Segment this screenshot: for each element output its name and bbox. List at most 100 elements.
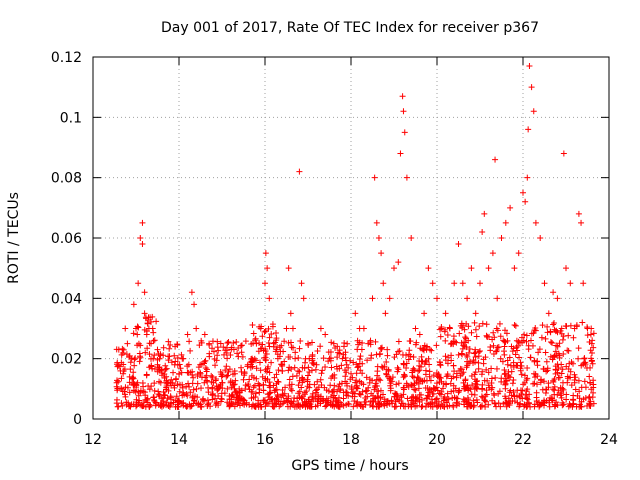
data-point: [253, 375, 260, 382]
data-point: [190, 374, 197, 381]
data-point: [334, 365, 341, 372]
data-point: [306, 368, 313, 375]
data-point: [501, 343, 508, 350]
data-point: [356, 360, 363, 367]
data-point: [148, 383, 155, 390]
data-point: [590, 344, 597, 351]
data-point: [472, 310, 479, 317]
data-point: [410, 353, 417, 360]
data-point: [538, 334, 545, 341]
data-point: [558, 325, 565, 332]
data-point: [489, 397, 496, 404]
data-point: [528, 84, 535, 91]
data-point: [296, 377, 303, 384]
data-point: [590, 330, 597, 337]
data-point: [542, 386, 549, 393]
data-point: [328, 375, 335, 382]
data-point: [253, 365, 260, 372]
data-point: [513, 337, 520, 344]
data-point: [194, 380, 201, 387]
data-point: [502, 219, 509, 226]
data-point: [137, 235, 144, 241]
data-point: [423, 395, 430, 402]
data-point: [213, 357, 220, 364]
data-point: [351, 398, 358, 405]
data-point: [146, 351, 153, 358]
data-point: [132, 355, 139, 362]
data-point: [444, 403, 451, 410]
data-point: [171, 352, 178, 359]
data-point: [418, 353, 425, 360]
data-point: [131, 356, 138, 363]
data-point: [266, 343, 273, 350]
data-point: [545, 310, 552, 317]
data-point: [130, 301, 137, 308]
data-point: [544, 323, 551, 330]
data-point: [214, 352, 221, 359]
data-point: [405, 401, 412, 408]
data-point: [228, 393, 235, 400]
data-point: [514, 342, 521, 349]
data-point: [305, 364, 312, 371]
data-point: [519, 387, 526, 394]
data-point: [401, 129, 408, 136]
data-point: [275, 367, 282, 374]
data-point: [206, 340, 213, 347]
data-point: [153, 400, 160, 407]
data-point: [472, 380, 479, 387]
data-point: [193, 325, 200, 332]
data-point: [416, 362, 423, 369]
data-point: [472, 369, 479, 376]
data-point: [193, 386, 200, 393]
data-point: [209, 345, 216, 352]
data-point: [344, 382, 351, 389]
data-point: [223, 373, 230, 380]
data-point: [183, 383, 190, 390]
data-point: [138, 402, 145, 409]
data-point: [586, 379, 593, 386]
data-point: [525, 399, 532, 406]
data-point: [361, 398, 368, 405]
data-point: [158, 366, 165, 373]
data-point: [377, 377, 384, 384]
data-point: [248, 341, 255, 348]
data-point: [457, 372, 464, 379]
data-point: [335, 349, 342, 356]
data-point: [444, 332, 451, 339]
data-point: [579, 319, 586, 326]
data-point: [250, 394, 257, 401]
data-point: [422, 385, 429, 392]
data-point: [120, 370, 127, 377]
data-point: [292, 355, 299, 362]
data-point: [415, 368, 422, 375]
data-point: [114, 403, 121, 410]
data-point: [456, 387, 463, 394]
data-point: [262, 354, 269, 361]
data-point: [468, 265, 475, 272]
data-point: [544, 365, 551, 372]
data-point: [213, 400, 220, 407]
data-point: [437, 326, 444, 333]
data-point: [117, 367, 124, 374]
data-point: [378, 346, 385, 353]
data-point: [369, 402, 376, 409]
data-point: [530, 330, 537, 337]
data-point: [348, 370, 354, 377]
data-point: [565, 403, 572, 410]
x-axis-label: GPS time / hours: [291, 458, 408, 474]
data-point: [387, 385, 394, 392]
data-point: [384, 398, 391, 405]
data-point: [185, 361, 192, 368]
data-point: [243, 401, 250, 408]
data-point: [352, 379, 359, 386]
data-point: [439, 385, 446, 392]
data-point: [448, 375, 455, 382]
data-point: [367, 397, 374, 404]
data-point: [162, 362, 169, 369]
data-point: [241, 369, 248, 376]
data-point: [126, 379, 133, 386]
data-point: [397, 150, 404, 157]
data-point: [236, 392, 243, 399]
data-point: [200, 395, 207, 402]
data-point: [377, 387, 384, 394]
